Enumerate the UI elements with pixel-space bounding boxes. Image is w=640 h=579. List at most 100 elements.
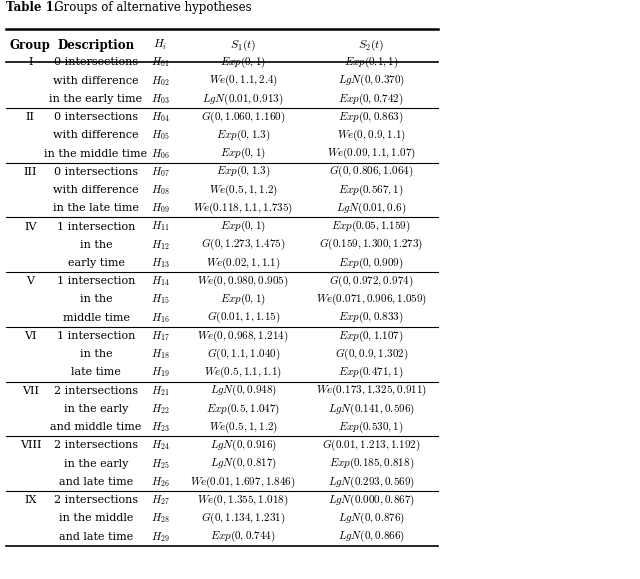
Text: $Exp(0,0.833)$: $Exp(0,0.833)$ <box>339 310 404 325</box>
Text: in the late time: in the late time <box>53 203 139 213</box>
Text: $G(0.159,1.300,1.273)$: $G(0.159,1.300,1.273)$ <box>319 237 423 252</box>
Text: $We(0.071,0.906,1.059)$: $We(0.071,0.906,1.059)$ <box>316 292 427 307</box>
Text: $H_{08}$: $H_{08}$ <box>150 183 170 197</box>
Text: 2 intersections: 2 intersections <box>54 386 138 395</box>
Text: $H_{09}$: $H_{09}$ <box>150 201 170 215</box>
Text: $LgN(0.01,0.913)$: $LgN(0.01,0.913)$ <box>202 91 284 107</box>
Text: Table 1.: Table 1. <box>6 2 58 14</box>
Text: $We(0.5,1.1,1.1)$: $We(0.5,1.1,1.1)$ <box>204 365 282 380</box>
Text: Groups of alternative hypotheses: Groups of alternative hypotheses <box>43 2 252 14</box>
Text: $S_2(t)$: $S_2(t)$ <box>358 38 385 53</box>
Text: $Exp(0,1)$: $Exp(0,1)$ <box>220 292 266 307</box>
Text: $Exp(0.05,1.159)$: $Exp(0.05,1.159)$ <box>332 219 411 234</box>
Text: in the early time: in the early time <box>49 94 143 104</box>
Text: $H_i$: $H_i$ <box>153 38 167 52</box>
Text: $G(0.01,1,1.15)$: $G(0.01,1,1.15)$ <box>207 310 280 325</box>
Text: middle time: middle time <box>63 313 129 323</box>
Text: III: III <box>24 167 37 177</box>
Text: IV: IV <box>24 222 36 232</box>
Text: $H_{05}$: $H_{05}$ <box>150 129 170 142</box>
Text: $We(0.01,1.697,1.846)$: $We(0.01,1.697,1.846)$ <box>190 474 296 489</box>
Text: $LgN(0,0.817)$: $LgN(0,0.817)$ <box>209 456 277 471</box>
Text: $Exp(0,1.107)$: $Exp(0,1.107)$ <box>339 328 404 343</box>
Text: $H_{11}$: $H_{11}$ <box>151 219 169 233</box>
Text: 2 intersections: 2 intersections <box>54 441 138 450</box>
Text: $Exp(0,1.3)$: $Exp(0,1.3)$ <box>216 164 271 179</box>
Text: $We(0.5,1,1.2)$: $We(0.5,1,1.2)$ <box>209 182 278 197</box>
Text: $H_{22}$: $H_{22}$ <box>150 402 170 416</box>
Text: $Exp(0.471,1)$: $Exp(0.471,1)$ <box>339 365 404 380</box>
Text: 0 intersections: 0 intersections <box>54 112 138 122</box>
Text: $We(0,1.1,2.4)$: $We(0,1.1,2.4)$ <box>209 73 278 88</box>
Text: $Exp(0,0.742)$: $Exp(0,0.742)$ <box>339 91 404 107</box>
Text: in the: in the <box>80 240 112 250</box>
Text: $We(0.5,1,1.2)$: $We(0.5,1,1.2)$ <box>209 420 278 435</box>
Text: $LgN(0.141,0.596)$: $LgN(0.141,0.596)$ <box>328 401 415 416</box>
Text: $H_{24}$: $H_{24}$ <box>150 438 170 452</box>
Text: $G(0,1.134,1.231)$: $G(0,1.134,1.231)$ <box>201 511 285 526</box>
Text: $H_{21}$: $H_{21}$ <box>151 384 169 398</box>
Text: $H_{26}$: $H_{26}$ <box>150 475 170 489</box>
Text: 1 intersection: 1 intersection <box>57 276 135 286</box>
Text: $Exp(0.567,1)$: $Exp(0.567,1)$ <box>339 182 404 197</box>
Text: with difference: with difference <box>53 185 139 195</box>
Text: $H_{04}$: $H_{04}$ <box>150 110 170 124</box>
Text: $Exp(0.1,1)$: $Exp(0.1,1)$ <box>344 55 399 70</box>
Text: $G(0,0.9,1.302)$: $G(0,0.9,1.302)$ <box>335 347 408 362</box>
Text: $H_{29}$: $H_{29}$ <box>150 530 170 544</box>
Text: $H_{18}$: $H_{18}$ <box>150 347 170 361</box>
Text: $H_{03}$: $H_{03}$ <box>150 92 170 106</box>
Text: in the: in the <box>80 295 112 305</box>
Text: $LgN(0,0.866)$: $LgN(0,0.866)$ <box>337 529 405 544</box>
Text: 1 intersection: 1 intersection <box>57 222 135 232</box>
Text: $We(0.118,1.1,1.735)$: $We(0.118,1.1,1.735)$ <box>193 201 293 216</box>
Text: $H_{12}$: $H_{12}$ <box>150 238 170 252</box>
Text: I: I <box>28 57 33 67</box>
Text: $We(0,1.355,1.018)$: $We(0,1.355,1.018)$ <box>198 493 289 508</box>
Text: $H_{06}$: $H_{06}$ <box>150 146 170 160</box>
Text: $We(0.02,1,1.1)$: $We(0.02,1,1.1)$ <box>206 255 280 270</box>
Text: $LgN(0,0.916)$: $LgN(0,0.916)$ <box>209 438 277 453</box>
Text: $Exp(0,0.744)$: $Exp(0,0.744)$ <box>211 529 276 544</box>
Text: $H_{07}$: $H_{07}$ <box>150 165 170 179</box>
Text: II: II <box>26 112 35 122</box>
Text: Description: Description <box>58 39 134 52</box>
Text: $H_{19}$: $H_{19}$ <box>150 365 170 379</box>
Text: $LgN(0.01,0.6)$: $LgN(0.01,0.6)$ <box>336 201 406 216</box>
Text: $LgN(0.293,0.569)$: $LgN(0.293,0.569)$ <box>328 474 415 489</box>
Text: $Exp(0,1.3)$: $Exp(0,1.3)$ <box>216 128 271 143</box>
Text: $G(0,1.060,1.160)$: $G(0,1.060,1.160)$ <box>201 109 285 124</box>
Text: 2 intersections: 2 intersections <box>54 495 138 505</box>
Text: $H_{15}$: $H_{15}$ <box>150 292 170 306</box>
Text: 0 intersections: 0 intersections <box>54 167 138 177</box>
Text: $S_1(t)$: $S_1(t)$ <box>230 38 257 53</box>
Text: in the early: in the early <box>64 404 128 414</box>
Text: $Exp(0,1)$: $Exp(0,1)$ <box>220 146 266 161</box>
Text: $We(0.173,1.325,0.911)$: $We(0.173,1.325,0.911)$ <box>316 383 427 398</box>
Text: $LgN(0,0.370)$: $LgN(0,0.370)$ <box>337 73 405 88</box>
Text: 0 intersections: 0 intersections <box>54 57 138 67</box>
Text: and late time: and late time <box>59 532 133 541</box>
Text: $We(0,0.968,1.214)$: $We(0,0.968,1.214)$ <box>198 328 289 343</box>
Text: $We(0,0.9,1.1)$: $We(0,0.9,1.1)$ <box>337 128 406 143</box>
Text: $LgN(0,0.876)$: $LgN(0,0.876)$ <box>337 511 405 526</box>
Text: $LgN(0,0.948)$: $LgN(0,0.948)$ <box>209 383 277 398</box>
Text: IX: IX <box>24 495 36 505</box>
Text: 1 intersection: 1 intersection <box>57 331 135 341</box>
Text: $H_{25}$: $H_{25}$ <box>150 457 170 471</box>
Text: $H_{23}$: $H_{23}$ <box>150 420 170 434</box>
Text: $Exp(0.185,0.818)$: $Exp(0.185,0.818)$ <box>328 456 414 471</box>
Text: $G(0,0.806,1.064)$: $G(0,0.806,1.064)$ <box>329 164 413 179</box>
Text: $H_{01}$: $H_{01}$ <box>151 56 169 69</box>
Text: $Exp(0,0.863)$: $Exp(0,0.863)$ <box>339 109 404 124</box>
Text: $Exp(0.5,1.047)$: $Exp(0.5,1.047)$ <box>206 401 280 416</box>
Text: $We(0,0.980,0.905)$: $We(0,0.980,0.905)$ <box>198 274 289 289</box>
Text: VII: VII <box>22 386 39 395</box>
Text: in the middle: in the middle <box>59 514 133 523</box>
Text: $G(0,1.273,1.475)$: $G(0,1.273,1.475)$ <box>201 237 285 252</box>
Text: $H_{14}$: $H_{14}$ <box>150 274 170 288</box>
Text: Group: Group <box>10 39 51 52</box>
Text: $H_{02}$: $H_{02}$ <box>150 74 170 87</box>
Text: with difference: with difference <box>53 76 139 86</box>
Text: with difference: with difference <box>53 130 139 140</box>
